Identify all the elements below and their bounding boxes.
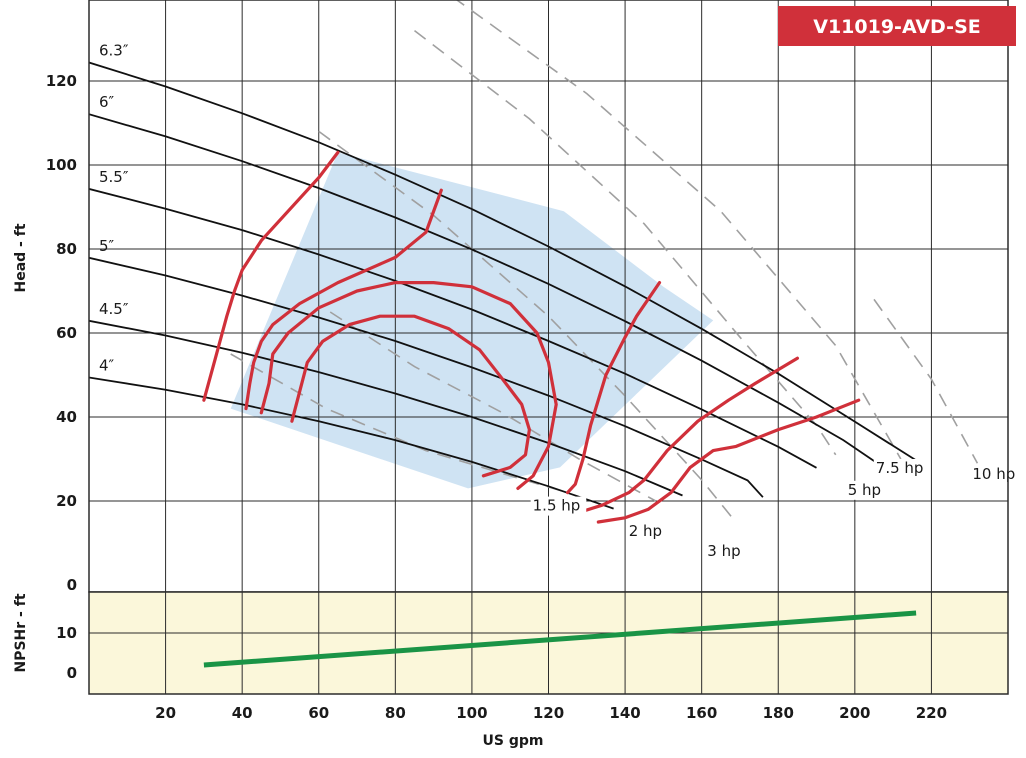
x-axis-ticks: 20 40 60 80 100 120 140 160 180 200 220 — [155, 704, 947, 722]
power-curve-0 — [230, 353, 568, 494]
npshr-y-tick-label: 10 — [56, 624, 77, 642]
model-badge-text: V11019-AVD-SE — [813, 16, 980, 38]
impeller-label-3: 5″ — [99, 237, 115, 255]
impeller-curve-4 — [89, 319, 683, 497]
power-label-bg-1 — [626, 522, 666, 541]
impeller-curve-0 — [89, 61, 921, 464]
impeller-label-0: 6.3″ — [99, 42, 129, 60]
efficiency-curve-6 — [596, 398, 861, 524]
power-label-bg-0 — [530, 496, 587, 516]
impeller-label-4: 4.5″ — [99, 300, 129, 318]
impeller-label-5: 4″ — [99, 357, 115, 375]
power-curve-3 — [414, 29, 837, 456]
model-badge-background — [778, 6, 1016, 46]
power-label-5: 10 hp — [972, 465, 1015, 483]
head-y-tick-label: 40 — [56, 408, 77, 426]
head-y-tick-label: 100 — [46, 156, 77, 174]
x-tick-label: 200 — [839, 704, 870, 722]
x-tick-label: 180 — [763, 704, 794, 722]
power-curve-5 — [873, 298, 979, 464]
x-tick-label: 20 — [155, 704, 176, 722]
impeller-label-2: 5.5″ — [99, 168, 129, 186]
head-y-tick-label: 80 — [56, 240, 77, 258]
head-y-tick-label: 20 — [56, 492, 77, 510]
impeller-curve-1 — [89, 113, 883, 467]
x-tick-label: 80 — [385, 704, 406, 722]
head-y-tick-label: 120 — [46, 72, 77, 90]
x-tick-label: 220 — [916, 704, 947, 722]
efficiency-curve-4 — [566, 281, 662, 495]
npshr-y-tick-label: 0 — [67, 664, 77, 682]
head-plot-clip — [89, 0, 1008, 592]
power-label-4: 7.5 hp — [876, 459, 924, 477]
impeller-curve-5 — [89, 376, 614, 510]
power-label-bg-3 — [845, 480, 885, 500]
x-tick-label: 100 — [456, 704, 487, 722]
efficiency-curve-2 — [259, 281, 558, 490]
npshr-plot-frame — [88, 591, 1009, 695]
x-tick-label: 120 — [533, 704, 564, 722]
x-tick-label: 40 — [232, 704, 253, 722]
impeller-label-1: 6″ — [99, 93, 115, 111]
efficiency-curve-5 — [573, 356, 799, 516]
efficiency-curve-1 — [244, 188, 443, 411]
impeller-curve-2 — [89, 188, 817, 469]
power-label-2: 3 hp — [707, 542, 740, 560]
power-label-1: 2 hp — [629, 522, 662, 540]
power-label-bg-4 — [873, 459, 930, 478]
power-label-bg-5 — [970, 465, 1018, 485]
head-axis-title: Head - ft — [13, 223, 29, 292]
efficiency-curve-0 — [202, 150, 340, 402]
head-y-tick-label: 60 — [56, 324, 77, 342]
power-curve-2 — [318, 130, 733, 519]
x-tick-label: 140 — [609, 704, 640, 722]
efficiency-curve-3 — [290, 314, 531, 478]
power-label-bg-2 — [705, 541, 744, 561]
x-tick-label: 60 — [308, 704, 329, 722]
power-label-0: 1.5 hp — [533, 497, 581, 515]
x-tick-label: 160 — [686, 704, 717, 722]
impeller-curve-3 — [89, 256, 764, 498]
power-curve-4 — [455, 0, 902, 460]
npshr-axis-title: NPSHr - ft — [13, 593, 29, 672]
npshr-panel: 0 10 — [56, 591, 1009, 695]
npshr-line-0 — [203, 610, 917, 668]
power-label-3: 5 hp — [848, 481, 881, 499]
model-badge: V11019-AVD-SE — [778, 6, 1016, 46]
head-panel: 6.3″ 6″ 5.5″ 5″ 4.5″ 4″ 1.5 hp 2 hp 3 hp 5 hp 7.5 … — [46, 0, 1018, 594]
x-axis-title: US gpm — [483, 733, 544, 749]
head-y-tick-label: 0 — [67, 576, 77, 594]
